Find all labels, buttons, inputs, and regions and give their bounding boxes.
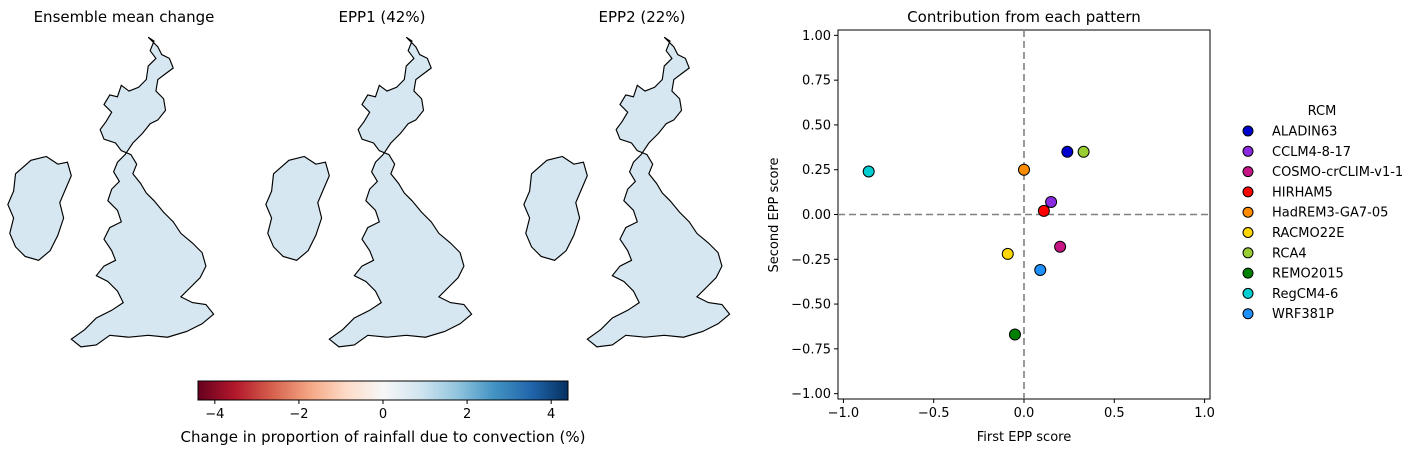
gb-outline-map [523, 36, 731, 348]
scatter-title: Contribution from each pattern [907, 8, 1141, 26]
legend-marker [1242, 145, 1254, 157]
legend-marker [1242, 308, 1254, 320]
y-tick-label: −1.00 [791, 387, 831, 402]
x-tick-label: −1.0 [828, 406, 860, 421]
colorbar-tick-label: 4 [547, 407, 555, 422]
colorbar-ticks: −4 −2 0 2 4 [205, 400, 555, 422]
y-tick-label: 0.50 [802, 118, 831, 133]
legend-title: RCM [1308, 104, 1337, 119]
data-point [1054, 240, 1067, 253]
map-title-epp2: EPP2 (22%) [599, 8, 686, 26]
colorbar-tick-label: 2 [463, 407, 471, 422]
legend-label: HadREM3-GA7-05 [1272, 206, 1388, 221]
y-axis-ticks: 1.00 0.75 0.50 0.25 0.00 −0.25 −0.50 −0.75 −1.00 [791, 29, 838, 402]
legend-marker [1242, 267, 1254, 279]
data-point [1001, 247, 1014, 260]
colorbar-tick-label: −2 [289, 407, 308, 422]
data-point [862, 165, 875, 178]
x-tick-label: 0.5 [1104, 406, 1125, 421]
y-tick-label: 0.25 [802, 163, 831, 178]
legend-label: CCLM4-8-17 [1272, 145, 1351, 160]
data-point [1008, 328, 1021, 341]
legend-label: HIRHAM5 [1272, 185, 1333, 200]
colorbar-tick-label: 0 [379, 407, 387, 422]
data-point [1045, 195, 1058, 208]
data-point [1018, 163, 1030, 176]
scatter-plot: Contribution from each pattern −1.0 −0.5 0… [767, 8, 1215, 445]
y-tick-label: −0.50 [791, 298, 831, 313]
x-tick-label: 0.0 [1014, 406, 1035, 421]
legend-label: WRF381P [1272, 307, 1334, 322]
legend-label: ALADIN63 [1272, 125, 1337, 140]
legend-label: COSMO-crCLIM-v1-1 [1272, 165, 1403, 180]
y-tick-label: −0.25 [791, 253, 831, 268]
x-tick-label: 1.0 [1194, 406, 1215, 421]
y-axis-label: Second EPP score [767, 158, 782, 273]
legend-label: RegCM4-6 [1272, 287, 1338, 302]
legend-label: RCA4 [1272, 246, 1307, 261]
x-axis-label: First EPP score [977, 430, 1071, 445]
legend-marker [1242, 166, 1254, 178]
data-point [1077, 145, 1090, 158]
map-title-ensemble: Ensemble mean change [34, 8, 215, 26]
y-tick-label: 1.00 [802, 29, 831, 44]
y-tick-label: 0.75 [802, 74, 831, 89]
legend: RCM ALADIN63 CCLM4-8-17 COSMO-crCLIM-v1-1 H… [1242, 104, 1403, 322]
gb-outline-map [265, 36, 473, 348]
map-title-epp1: EPP1 (42%) [339, 8, 426, 26]
legend-marker [1242, 227, 1254, 238]
colorbar-label: Change in proportion of rainfall due to … [181, 428, 586, 446]
scatter-points [862, 145, 1090, 341]
legend-label: REMO2015 [1272, 267, 1344, 282]
gb-outline-map [7, 36, 215, 348]
legend-marker [1242, 287, 1254, 299]
map-panel-epp1: EPP1 (42%) [265, 8, 473, 348]
y-tick-label: 0.00 [802, 208, 831, 223]
legend-label: RACMO22E [1272, 226, 1344, 241]
colorbar-gradient [197, 380, 569, 401]
map-panel-ensemble: Ensemble mean change [7, 8, 215, 348]
legend-items: ALADIN63 CCLM4-8-17 COSMO-crCLIM-v1-1 HIRHA… [1242, 125, 1403, 322]
x-axis-ticks: −1.0 −0.5 0.0 0.5 1.0 [828, 399, 1215, 421]
x-tick-label: −0.5 [918, 406, 950, 421]
map-panel-epp2: EPP2 (22%) [523, 8, 731, 348]
legend-marker [1242, 125, 1254, 137]
colorbar: −4 −2 0 2 4 Change in proportion of rainfall… [181, 380, 586, 446]
legend-marker [1242, 247, 1254, 259]
data-point [1034, 264, 1047, 277]
legend-marker [1242, 206, 1254, 218]
data-point [1037, 204, 1050, 217]
data-point [1061, 145, 1074, 158]
legend-marker [1242, 186, 1254, 198]
colorbar-tick-label: −4 [205, 407, 224, 422]
y-tick-label: −0.75 [791, 342, 831, 357]
